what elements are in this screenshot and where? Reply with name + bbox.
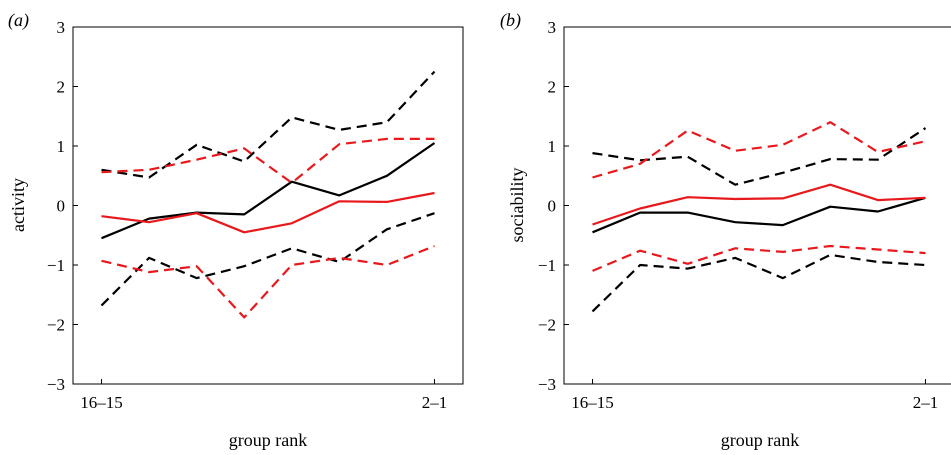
series-line-a-0: [101, 142, 436, 240]
series-line-b-5: [592, 244, 926, 272]
y-tick-label-b: 1: [548, 137, 557, 156]
y-tick-label-a: −1: [47, 256, 65, 275]
y-axis-label-a: activity: [8, 178, 28, 232]
series-line-b-0: [592, 196, 926, 234]
series-line-b-1: [592, 183, 926, 226]
y-tick-label-a: 0: [57, 197, 66, 216]
series-line-a-3: [101, 137, 435, 184]
x-tick-label-a: 16–15: [80, 393, 123, 412]
y-tick-label-a: 2: [57, 78, 66, 97]
x-tick-label-a: 2–1: [422, 393, 448, 412]
series-group-a: [100, 70, 436, 319]
y-tick-label-a: 1: [57, 137, 66, 156]
y-tick-label-a: −2: [47, 316, 65, 335]
tick-group-a: −3 −2 −1 0 1 2 3 16–15 2–1: [47, 18, 447, 412]
panel-label-a: (a): [8, 10, 29, 31]
series-line-a-5: [101, 244, 435, 319]
tick-group-b: −3 −2 −1 0 1 2 3 16–15 2–1: [538, 18, 938, 412]
x-axis-label-b: group rank: [721, 430, 799, 450]
series-group-b: [591, 121, 927, 313]
series-line-b-3: [592, 121, 926, 179]
y-tick-label-a: 3: [57, 18, 66, 37]
series-line-b-2: [592, 127, 927, 186]
x-tick-label-b: 2–1: [913, 393, 939, 412]
y-tick-label-b: 2: [548, 78, 557, 97]
panel-a: (a) activity group rank −3 −2 −1 0 1 2 3 16–15 2…: [8, 10, 464, 450]
series-line-b-4: [591, 253, 926, 313]
series-line-a-1: [101, 191, 435, 234]
panel-label-b: (b): [500, 10, 521, 31]
series-line-a-4: [100, 212, 435, 307]
y-tick-label-a: −3: [47, 375, 65, 394]
y-tick-label-b: −1: [538, 256, 556, 275]
y-tick-label-b: 3: [548, 18, 557, 37]
panel-b: (b) sociability group rank −3 −2 −1 0 1 2 3 16–…: [500, 10, 951, 450]
x-tick-label-b: 16–15: [571, 393, 614, 412]
y-axis-label-b: sociability: [507, 168, 527, 243]
y-tick-label-b: 0: [548, 197, 557, 216]
x-axis-label-a: group rank: [229, 430, 307, 450]
plot-frame-b: [563, 26, 951, 385]
series-line-a-2: [101, 70, 436, 179]
y-tick-label-b: −3: [538, 375, 556, 394]
plot-frame-a: [72, 26, 464, 385]
y-tick-label-b: −2: [538, 316, 556, 335]
